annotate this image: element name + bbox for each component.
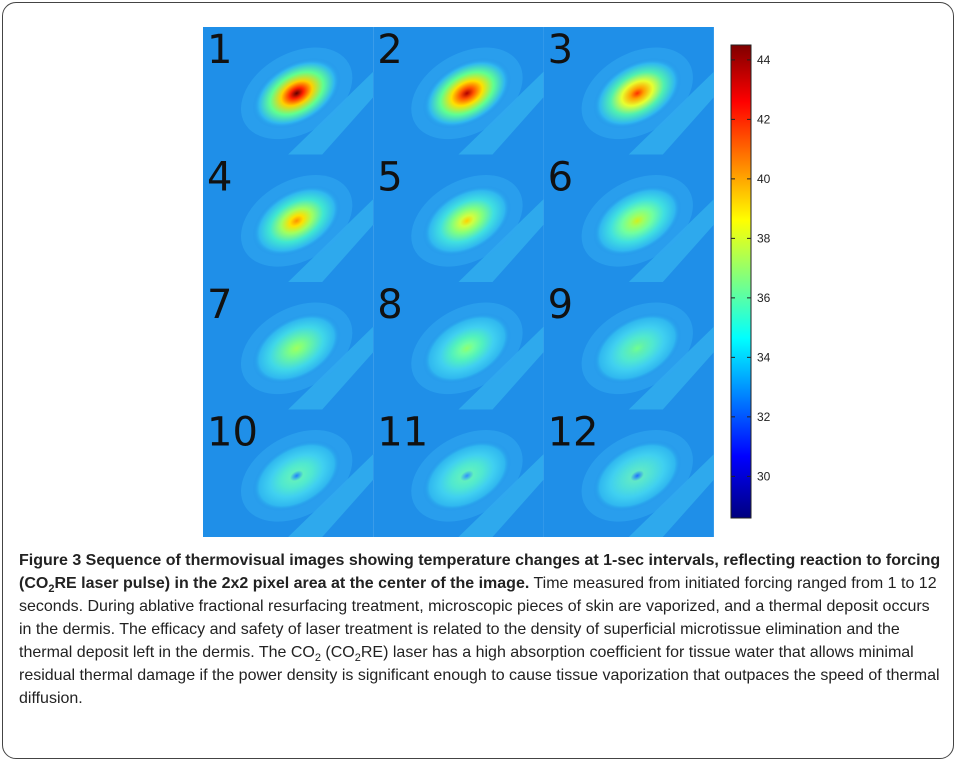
colorbar-tick-label: 40 bbox=[757, 172, 771, 186]
caption-body: 2 bbox=[354, 652, 361, 665]
thermal-panel: 4 bbox=[203, 154, 374, 282]
thermal-panel: 11 bbox=[373, 409, 544, 537]
panel-label: 8 bbox=[377, 282, 402, 328]
caption-body: Time measured from initiated forcing ran… bbox=[19, 575, 937, 661]
colorbar-tick-label: 38 bbox=[757, 231, 771, 245]
caption-body: (CO bbox=[320, 644, 355, 661]
panel-label: 11 bbox=[377, 410, 428, 456]
caption: Figure 3 Sequence of thermovisual images… bbox=[19, 549, 944, 710]
panel-label: 4 bbox=[207, 155, 232, 201]
colorbar-tick-label: 44 bbox=[757, 53, 771, 67]
caption-title: RE laser pulse) in the 2x2 pixel area at… bbox=[54, 575, 530, 592]
caption-body: 2 bbox=[314, 652, 321, 665]
thermal-panel: 9 bbox=[543, 282, 714, 410]
thermal-panel: 12 bbox=[543, 409, 714, 537]
thermal-panel: 7 bbox=[203, 282, 374, 410]
colorbar-tick-label: 32 bbox=[757, 410, 771, 424]
thermal-panel: 1 bbox=[203, 27, 374, 155]
thermal-panel: 8 bbox=[373, 282, 544, 410]
caption-title: 2 bbox=[48, 583, 55, 596]
panel-label: 10 bbox=[207, 410, 258, 456]
colorbar-tick-label: 42 bbox=[757, 112, 771, 126]
panel-label: 7 bbox=[207, 282, 232, 328]
thermal-panel: 10 bbox=[203, 409, 374, 537]
thermal-panel: 3 bbox=[543, 27, 714, 155]
panel-label: 2 bbox=[377, 27, 402, 73]
caption-title: Figure 3 Sequence of thermovisual images… bbox=[19, 552, 941, 592]
panel-label: 9 bbox=[548, 282, 573, 328]
colorbar-tick-label: 30 bbox=[757, 469, 771, 483]
colorbar-tick-label: 34 bbox=[757, 350, 771, 364]
panel-label: 1 bbox=[207, 27, 232, 73]
panel-label: 6 bbox=[548, 155, 573, 201]
panel-label: 12 bbox=[548, 410, 599, 456]
panel-label: 3 bbox=[548, 27, 573, 73]
colorbar bbox=[730, 44, 752, 519]
thermal-panel: 6 bbox=[543, 154, 714, 282]
thermal-panel: 5 bbox=[373, 154, 544, 282]
panel-label: 5 bbox=[377, 155, 402, 201]
colorbar-tick-label: 36 bbox=[757, 291, 771, 305]
caption-body: RE) laser has a high absorption coeffici… bbox=[19, 644, 940, 707]
thermal-panel: 2 bbox=[373, 27, 544, 155]
